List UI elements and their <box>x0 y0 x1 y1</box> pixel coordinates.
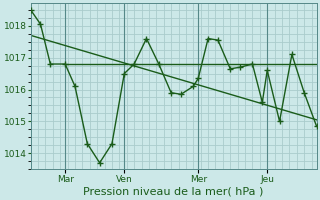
X-axis label: Pression niveau de la mer( hPa ): Pression niveau de la mer( hPa ) <box>84 187 264 197</box>
